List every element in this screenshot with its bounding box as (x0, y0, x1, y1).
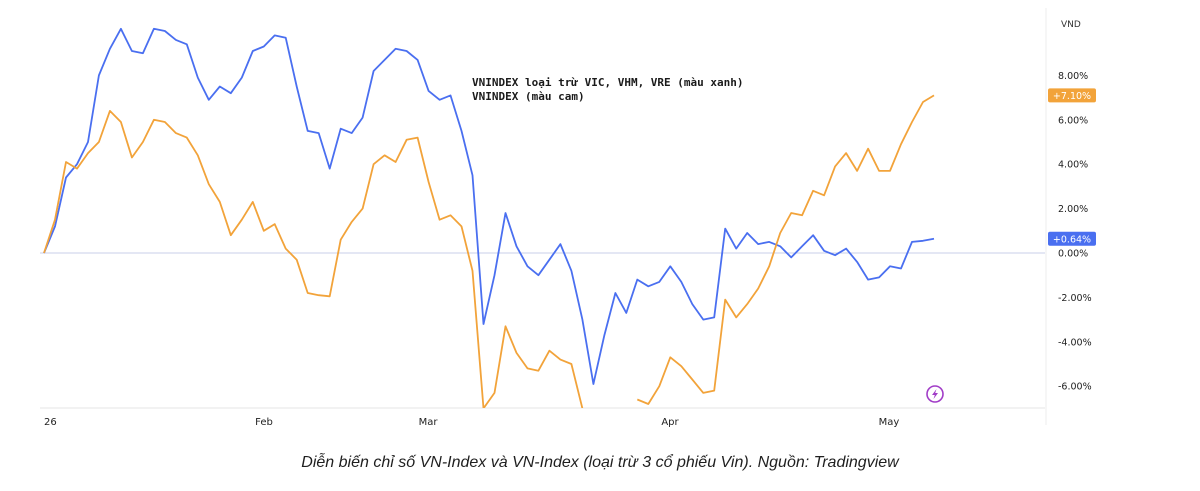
x-tick-label: Mar (419, 417, 439, 428)
x-tick-label: Feb (255, 417, 273, 428)
last-value-label-orange: +7.10% (1053, 91, 1091, 102)
lightning-icon[interactable] (926, 385, 944, 403)
x-tick-label: May (879, 417, 900, 428)
y-tick-label: 8.00% (1058, 71, 1088, 82)
x-tick-label: 26 (44, 417, 57, 428)
y-tick-label: 0.00% (1058, 249, 1088, 260)
y-tick-label: 6.00% (1058, 115, 1088, 126)
series-line-orange (43, 94, 935, 408)
last-value-badge-orange (1048, 88, 1096, 103)
legend-blue-series: VNINDEX loại trừ VIC, VHM, VRE (màu xanh… (472, 76, 744, 89)
last-value-badge-blue (1048, 231, 1096, 246)
series-line-blue (43, 27, 935, 385)
y-tick-label: -2.00% (1058, 293, 1092, 304)
x-tick-label: Apr (661, 417, 679, 428)
figure-caption: Diễn biến chỉ số VN-Index và VN-Index (l… (301, 454, 899, 471)
legend-orange-series: VNINDEX (màu cam) (472, 90, 585, 103)
y-tick-label: -4.00% (1058, 337, 1092, 348)
y-tick-label: -6.00% (1058, 382, 1092, 393)
y-tick-label: 2.00% (1058, 204, 1088, 215)
y-tick-label: 4.00% (1058, 160, 1088, 171)
unit-label: VND (1061, 20, 1081, 30)
last-value-label-blue: +0.64% (1053, 234, 1091, 245)
